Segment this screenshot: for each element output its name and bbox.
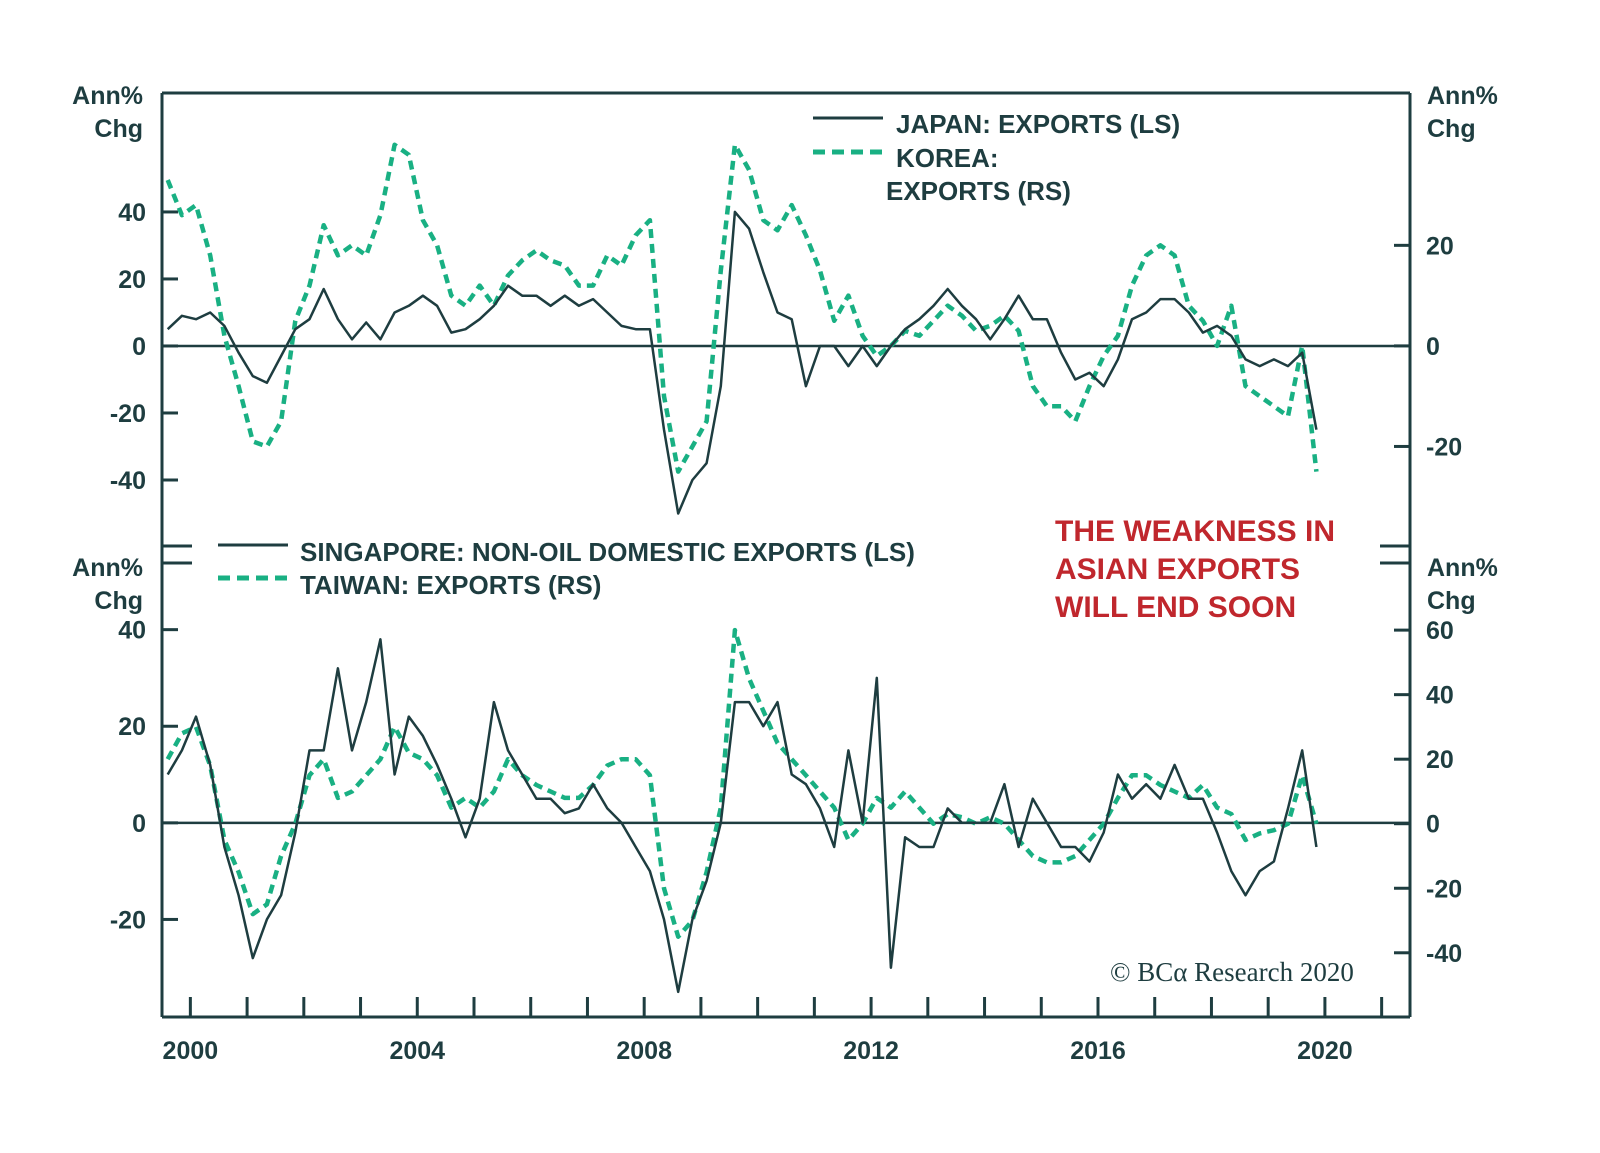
chart-marks [165, 142, 1319, 994]
annotation-line3: WILL END SOON [1055, 591, 1296, 624]
left-tick-label: -40 [110, 467, 146, 495]
annotation-line2: ASIAN EXPORTS [1055, 553, 1300, 586]
legend-label-korea-line1: KOREA: [896, 143, 999, 173]
right-tick-label: 60 [1426, 617, 1454, 645]
left-tick-label: -20 [110, 400, 146, 428]
annotation-line1: THE WEAKNESS IN [1055, 515, 1335, 548]
x-tick-label: 2012 [843, 1037, 899, 1065]
legend-label-japan: JAPAN: EXPORTS (LS) [896, 109, 1180, 139]
chart-labels: 40200-20-40200-20Ann%ChgAnn%Chg40200-206… [72, 82, 1498, 1065]
left-axis-title: Ann% [72, 82, 143, 110]
right-axis-title: Ann% [1427, 82, 1498, 110]
right-tick-label: -40 [1426, 940, 1462, 968]
top-legend: JAPAN: EXPORTS (LS) KOREA: EXPORTS (RS) [813, 109, 1180, 206]
right-tick-label: 0 [1426, 811, 1440, 839]
x-tick-label: 2008 [616, 1037, 672, 1065]
x-tick-label: 2004 [389, 1037, 445, 1065]
right-axis-title: Chg [1427, 587, 1476, 615]
left-axis-title: Ann% [72, 554, 143, 582]
series-line-singapore [166, 638, 1318, 994]
right-axis-title: Ann% [1427, 554, 1498, 582]
x-tick-label: 2016 [1070, 1037, 1126, 1065]
left-tick-label: -20 [110, 906, 146, 934]
x-tick-label: 2020 [1297, 1037, 1353, 1065]
left-tick-label: 0 [132, 810, 146, 838]
left-axis-title: Chg [94, 115, 143, 143]
right-tick-label: -20 [1426, 875, 1462, 903]
copyright: © BCα Research 2020 [1110, 957, 1354, 987]
left-tick-label: 20 [118, 713, 146, 741]
left-tick-label: 20 [118, 266, 146, 294]
left-axis-title: Chg [94, 587, 143, 615]
right-tick-label: 0 [1426, 333, 1440, 361]
left-tick-label: 40 [118, 199, 146, 227]
right-tick-label: 20 [1426, 746, 1454, 774]
legend-label-korea-line2: EXPORTS (RS) [886, 176, 1071, 206]
right-tick-label: -20 [1426, 433, 1462, 461]
legend-label-singapore: SINGAPORE: NON-OIL DOMESTIC EXPORTS (LS) [300, 537, 915, 567]
legend-label-taiwan: TAIWAN: EXPORTS (RS) [300, 570, 601, 600]
series-line-japan [166, 210, 1318, 515]
x-tick-label: 2000 [163, 1037, 219, 1065]
left-tick-label: 40 [118, 617, 146, 645]
annotation: THE WEAKNESS IN ASIAN EXPORTS WILL END S… [1055, 515, 1335, 624]
right-tick-label: 20 [1426, 232, 1454, 260]
right-axis-title: Chg [1427, 115, 1476, 143]
chart-frame [160, 91, 1412, 1019]
bottom-legend: SINGAPORE: NON-OIL DOMESTIC EXPORTS (LS)… [205, 536, 995, 606]
right-tick-label: 40 [1426, 682, 1454, 710]
series-line-korea [165, 142, 1319, 474]
left-tick-label: 0 [132, 333, 146, 361]
